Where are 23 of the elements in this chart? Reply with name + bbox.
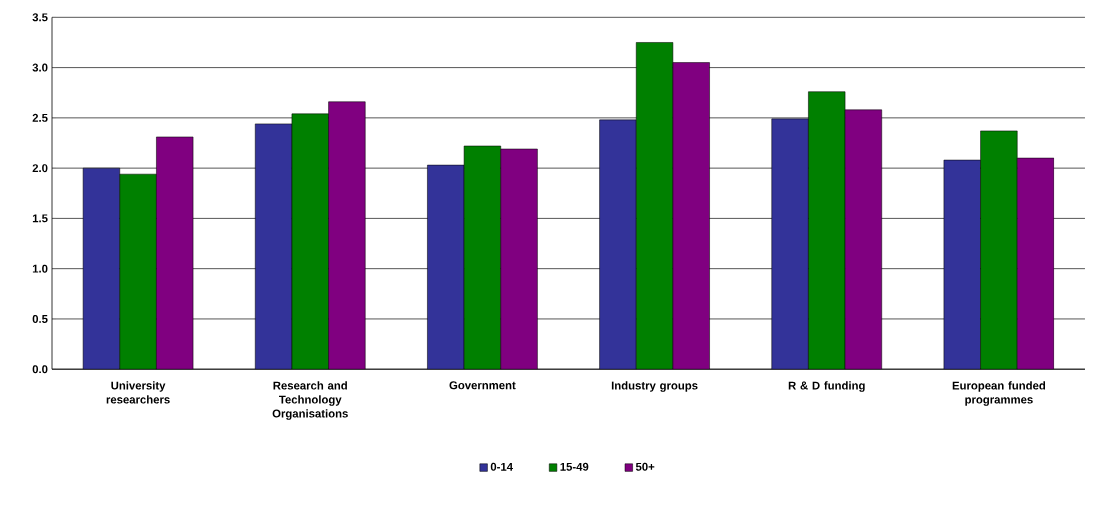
y-tick-label: 2.5 <box>32 113 48 122</box>
legend-label: 15-49 <box>560 462 589 471</box>
y-tick-label: 3.0 <box>32 63 48 72</box>
y-tick-label: 1.0 <box>32 264 48 273</box>
bar <box>943 159 981 370</box>
bar <box>771 118 809 370</box>
x-tick-label: Government <box>449 381 516 390</box>
y-tick-label: 2.0 <box>32 164 48 173</box>
x-tick-label: Research and Technology Organisations <box>272 381 348 420</box>
y-tick-label: 3.5 <box>32 13 48 22</box>
y-tick-label: 1.5 <box>32 214 48 223</box>
y-tick-label: 0.0 <box>32 365 48 374</box>
legend-label: 50+ <box>635 462 655 471</box>
bar <box>427 164 465 370</box>
y-tick-label: 0.5 <box>32 314 48 323</box>
x-tick-label: Industry groups <box>611 381 698 392</box>
x-tick-label: European funded programmes <box>952 381 1046 406</box>
legend-label: 0-14 <box>490 462 513 471</box>
bar <box>599 119 637 370</box>
bar <box>254 123 293 370</box>
bar <box>82 167 121 370</box>
x-tick-label: R & D funding <box>788 381 865 392</box>
x-tick-label: University researchers <box>106 381 170 404</box>
